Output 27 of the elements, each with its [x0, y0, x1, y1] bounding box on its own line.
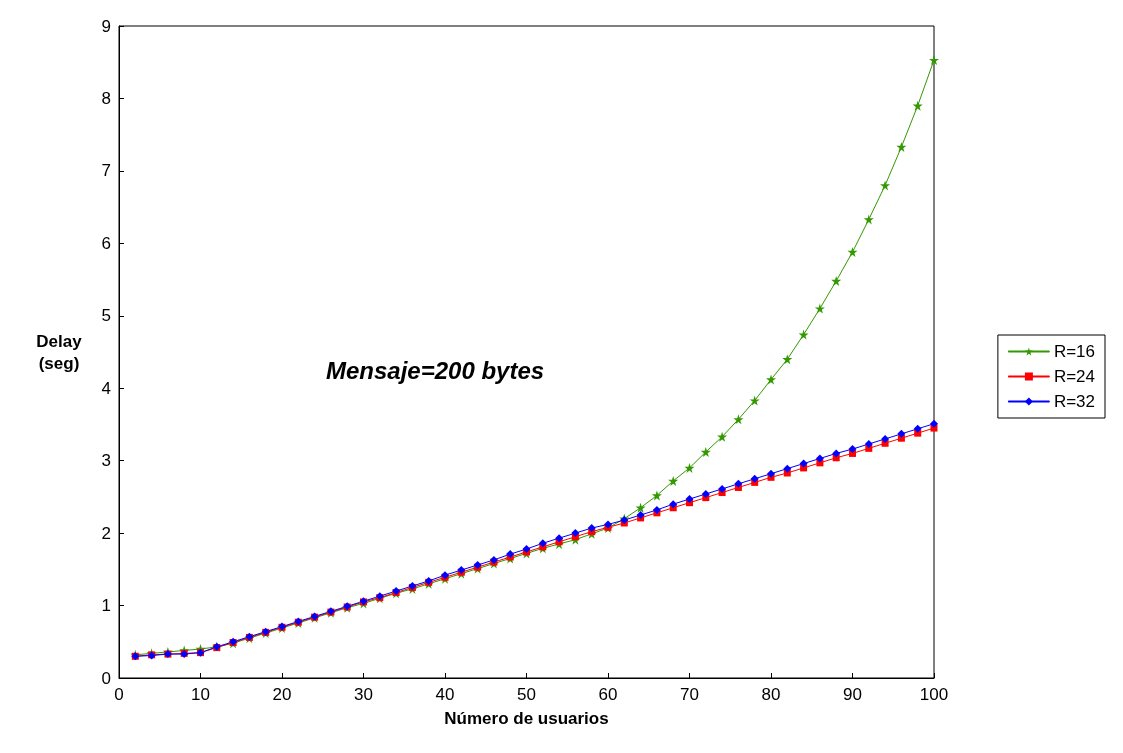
x-tick-label: 70	[680, 685, 699, 704]
y-tick-label: 4	[101, 378, 111, 398]
x-tick-label: 80	[761, 685, 781, 704]
y-axis-title: Delay (seg)	[36, 331, 83, 373]
x-tick-label: 100	[919, 685, 949, 704]
y-tick-label: 0	[101, 668, 111, 688]
x-tick-label: 20	[272, 685, 292, 704]
x-tick-label: 90	[843, 685, 862, 704]
x-axis-title: Número de usuarios	[444, 709, 609, 728]
legend-label: R=24	[1053, 367, 1096, 386]
x-tick-label: 30	[354, 685, 373, 704]
x-tick-label: 50	[517, 685, 536, 704]
y-tick-label: 7	[101, 161, 111, 181]
annotation: Mensaje=200 bytes	[326, 356, 545, 384]
y-tick-label: 9	[101, 16, 111, 36]
y-tick-label: 1	[101, 596, 111, 616]
x-tick-label: 60	[598, 685, 618, 704]
legend-label: R=32	[1053, 392, 1096, 411]
y-tick-label: 6	[101, 233, 111, 253]
y-tick-label: 5	[101, 306, 111, 326]
legend-label: R=16	[1053, 342, 1096, 361]
x-tick-label: 10	[191, 685, 210, 704]
x-tick-label: 0	[114, 685, 124, 704]
y-tick-label: 8	[101, 88, 111, 108]
y-tick-label: 3	[101, 451, 111, 471]
y-tick-label: 2	[101, 523, 111, 543]
x-tick-label: 40	[435, 685, 455, 704]
